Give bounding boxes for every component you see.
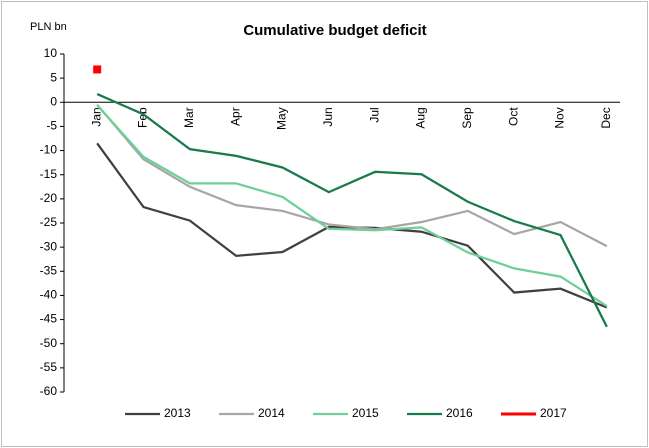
x-tick-label: Jun (321, 107, 335, 126)
x-tick-label: Oct (506, 107, 520, 126)
x-tick-label: Jul (367, 107, 381, 122)
x-tick-label: Sep (460, 107, 474, 129)
line (96, 104, 608, 308)
legend-label: 2014 (258, 406, 285, 420)
y-tick-label: -50 (40, 336, 58, 350)
x-tick-label: Aug (414, 107, 428, 128)
line (96, 93, 608, 328)
y-tick-label: -45 (40, 312, 58, 326)
y-tick-label: -30 (40, 239, 58, 253)
y-tick-label: 0 (50, 94, 57, 108)
y-tick-label: 10 (44, 46, 58, 60)
legend-label: 2017 (540, 406, 567, 420)
y-tick-label: -20 (40, 191, 58, 205)
x-tick-label: May (275, 107, 289, 130)
x-tick-label: Apr (228, 107, 242, 126)
line (96, 103, 608, 248)
y-tick-label: -60 (40, 384, 58, 398)
x-tick-label: Jan (89, 107, 103, 126)
x-tick-label: Nov (553, 107, 567, 128)
y-tick-label: -5 (46, 119, 57, 133)
y-tick-label: -25 (40, 215, 58, 229)
y-tick-label: -55 (40, 360, 58, 374)
y-tick-label: 5 (50, 70, 57, 84)
marker (93, 65, 102, 74)
legend-label: 2015 (352, 406, 379, 420)
y-tick-label: -10 (40, 143, 58, 157)
x-tick-label: Mar (182, 107, 196, 128)
y-axis-label: PLN bn (30, 21, 67, 33)
y-tick-label: -40 (40, 288, 58, 302)
legend-label: 2013 (164, 406, 191, 420)
x-tick-label: Dec (599, 107, 613, 128)
chart-title: Cumulative budget deficit (243, 22, 426, 39)
legend-label: 2016 (446, 406, 473, 420)
y-tick-label: -15 (40, 167, 58, 181)
y-tick-label: -35 (40, 263, 58, 277)
